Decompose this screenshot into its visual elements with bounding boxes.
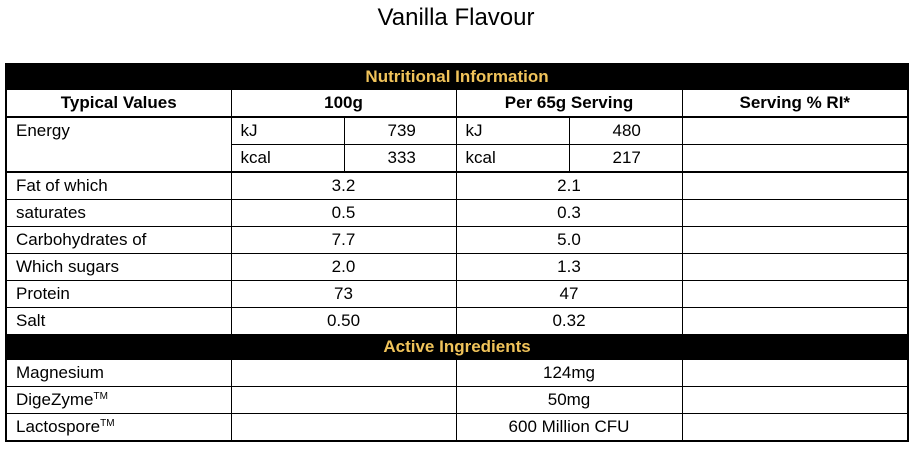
salt-row: Salt 0.50 0.32 (5, 307, 909, 335)
saturates-value-100g: 0.5 (230, 199, 457, 227)
digezyme-label: DigeZyme (16, 390, 94, 409)
fat-value-serving: 2.1 (455, 171, 683, 200)
page-title: Vanilla Flavour (377, 4, 535, 31)
lactospore-row: LactosporeTM 600 Million CFU (5, 413, 909, 442)
lactospore-label-cell: LactosporeTM (5, 413, 232, 442)
fat-ri (681, 171, 909, 200)
digezyme-row: DigeZymeTM 50mg (5, 386, 909, 414)
energy-kcal-value-100g: 333 (343, 144, 457, 173)
fat-value-100g: 3.2 (230, 171, 457, 200)
sugars-label: Which sugars (5, 253, 232, 281)
sugars-ri (681, 253, 909, 281)
lactospore-ri (681, 413, 909, 442)
fat-row: Fat of which 3.2 2.1 (5, 171, 909, 200)
nutrition-section-heading: Nutritional Information (5, 63, 909, 90)
energy-label: Energy (5, 116, 232, 173)
nutrition-table: Nutritional Information Typical Values 1… (5, 63, 910, 442)
carbohydrates-label: Carbohydrates of (5, 226, 232, 254)
active-ingredients-heading: Active Ingredients (5, 334, 909, 360)
lactospore-empty-cell (230, 413, 457, 442)
sugars-value-100g: 2.0 (230, 253, 457, 281)
magnesium-ri (681, 359, 909, 387)
energy-kcal-unit-100g: kcal (230, 144, 345, 173)
header-typical-values: Typical Values (5, 89, 232, 118)
header-serving-ri: Serving % RI* (681, 89, 909, 118)
energy-kcal-unit-serving: kcal (455, 144, 570, 173)
magnesium-empty-cell (230, 359, 457, 387)
protein-label: Protein (5, 280, 232, 308)
energy-kj-row: Energy kJ 739 kJ 480 (5, 116, 909, 173)
lactospore-trademark: TM (100, 418, 115, 429)
digezyme-label-cell: DigeZymeTM (5, 386, 232, 414)
digezyme-value: 50mg (455, 386, 683, 414)
energy-kj-unit-serving: kJ (455, 116, 570, 145)
fat-label: Fat of which (5, 171, 232, 200)
digezyme-empty-cell (230, 386, 457, 414)
protein-row: Protein 73 47 (5, 280, 909, 308)
energy-kj-value-100g: 739 (343, 116, 457, 145)
magnesium-row: Magnesium 124mg (5, 359, 909, 387)
carbohydrates-value-serving: 5.0 (455, 226, 683, 254)
header-row: Typical Values 100g Per 65g Serving Serv… (5, 89, 909, 118)
energy-kcal-ri (681, 144, 909, 173)
saturates-value-serving: 0.3 (455, 199, 683, 227)
energy-kj-value-serving: 480 (568, 116, 683, 145)
energy-kj-ri (681, 116, 909, 145)
saturates-label: saturates (5, 199, 232, 227)
magnesium-value: 124mg (455, 359, 683, 387)
carbohydrates-row: Carbohydrates of 7.7 5.0 (5, 226, 909, 254)
magnesium-label: Magnesium (5, 359, 232, 387)
protein-value-100g: 73 (230, 280, 457, 308)
lactospore-value: 600 Million CFU (455, 413, 683, 442)
active-section-row: Active Ingredients (5, 334, 909, 360)
salt-ri (681, 307, 909, 335)
header-per-100g: 100g (230, 89, 457, 118)
header-per-serving: Per 65g Serving (455, 89, 683, 118)
digezyme-ri (681, 386, 909, 414)
energy-kcal-value-serving: 217 (568, 144, 683, 173)
carbohydrates-value-100g: 7.7 (230, 226, 457, 254)
protein-ri (681, 280, 909, 308)
sugars-value-serving: 1.3 (455, 253, 683, 281)
energy-kcal-row: kcal 333 kcal 217 (6, 144, 909, 173)
salt-value-serving: 0.32 (455, 307, 683, 335)
salt-value-100g: 0.50 (230, 307, 457, 335)
digezyme-trademark: TM (93, 391, 108, 402)
carbohydrates-ri (681, 226, 909, 254)
lactospore-label: Lactospore (16, 417, 101, 436)
sugars-row: Which sugars 2.0 1.3 (5, 253, 909, 281)
energy-kj-unit-100g: kJ (230, 116, 345, 145)
nutrition-section-row: Nutritional Information (5, 63, 909, 90)
saturates-row: saturates 0.5 0.3 (5, 199, 909, 227)
saturates-ri (681, 199, 909, 227)
salt-label: Salt (5, 307, 232, 335)
protein-value-serving: 47 (455, 280, 683, 308)
